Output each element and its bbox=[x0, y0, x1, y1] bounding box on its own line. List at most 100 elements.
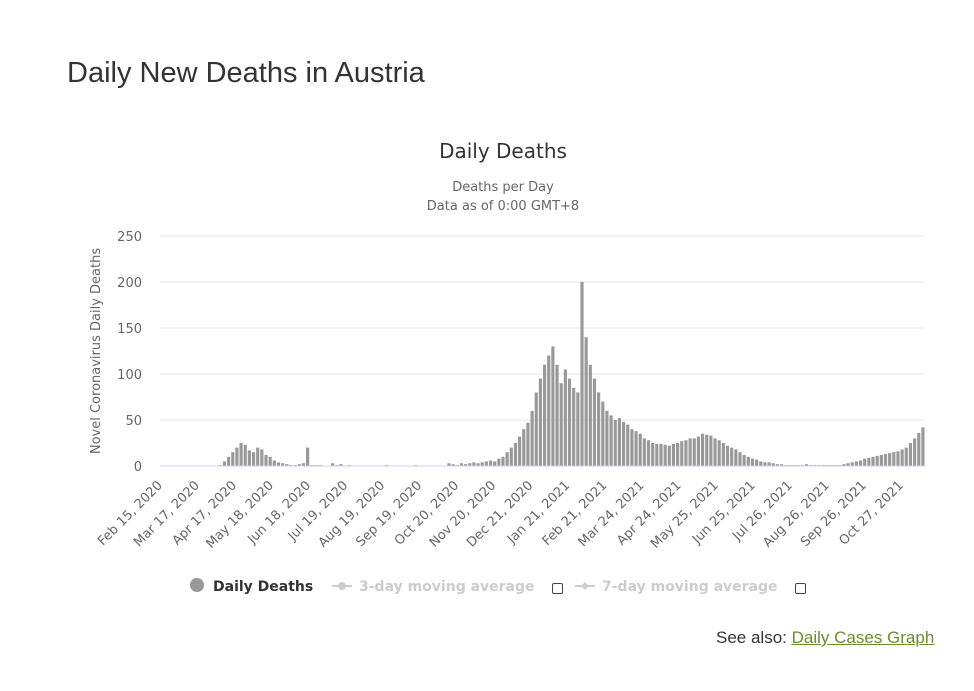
bar bbox=[522, 429, 526, 466]
bar bbox=[676, 443, 680, 466]
bar bbox=[717, 440, 721, 466]
bar bbox=[921, 427, 925, 466]
bar bbox=[734, 449, 738, 466]
bar bbox=[680, 441, 684, 466]
bar bbox=[584, 337, 588, 466]
x-tick-label: Feb 21, 2021 bbox=[540, 478, 611, 549]
bar bbox=[243, 444, 247, 466]
bar bbox=[547, 355, 551, 466]
bar bbox=[638, 433, 642, 466]
bar bbox=[626, 424, 630, 466]
bar bbox=[763, 462, 767, 466]
bar bbox=[592, 378, 597, 466]
y-gridlines bbox=[160, 235, 925, 421]
bar bbox=[730, 447, 734, 466]
bar bbox=[605, 410, 609, 466]
bar bbox=[330, 463, 335, 466]
bar bbox=[472, 462, 476, 466]
bar bbox=[858, 460, 863, 466]
x-tick-label: Apr 17, 2020 bbox=[170, 478, 240, 548]
bar bbox=[459, 463, 464, 466]
bar bbox=[725, 445, 730, 466]
bar bbox=[601, 401, 605, 466]
bar bbox=[268, 456, 272, 466]
legend-item-7-day-average[interactable]: 7-day moving average bbox=[575, 579, 778, 595]
bar bbox=[497, 458, 501, 466]
bar bbox=[260, 449, 264, 466]
bar bbox=[721, 443, 725, 466]
bar bbox=[505, 452, 509, 466]
bar bbox=[867, 457, 871, 466]
bar bbox=[904, 447, 908, 466]
bar bbox=[713, 438, 717, 466]
bar bbox=[854, 461, 858, 466]
daily-cases-graph-link[interactable]: Daily Cases Graph bbox=[791, 628, 935, 647]
bar bbox=[671, 443, 676, 466]
bar bbox=[227, 456, 231, 466]
bar-series-daily-deaths bbox=[218, 282, 925, 466]
bar bbox=[804, 464, 809, 466]
bar bbox=[588, 364, 592, 466]
bar bbox=[559, 383, 563, 466]
bar bbox=[576, 392, 580, 466]
bar bbox=[297, 464, 301, 466]
legend-label-7-day: 7-day moving average bbox=[602, 579, 778, 595]
bar bbox=[767, 462, 771, 466]
bar bbox=[771, 463, 775, 466]
bar bbox=[285, 464, 289, 466]
bar bbox=[779, 464, 784, 466]
bar bbox=[879, 454, 883, 466]
bar bbox=[738, 452, 742, 466]
bar bbox=[746, 456, 750, 466]
bar bbox=[705, 434, 709, 466]
bar bbox=[621, 421, 626, 466]
bar bbox=[709, 435, 713, 466]
chart-title: Daily Deaths bbox=[439, 139, 567, 163]
legend-marker-7-day bbox=[581, 582, 589, 590]
bar bbox=[509, 447, 513, 466]
bar bbox=[742, 454, 746, 466]
bar bbox=[480, 462, 484, 466]
bar bbox=[476, 463, 480, 466]
bar bbox=[888, 453, 892, 466]
bar bbox=[688, 438, 692, 466]
bar bbox=[842, 464, 846, 466]
bar bbox=[634, 431, 638, 466]
bar bbox=[239, 443, 243, 466]
bar bbox=[339, 464, 343, 466]
bar bbox=[900, 449, 904, 466]
legend-label-daily-deaths: Daily Deaths bbox=[213, 579, 313, 595]
bar bbox=[871, 456, 875, 466]
bar bbox=[247, 450, 251, 466]
bar bbox=[651, 443, 655, 466]
legend-item-daily-deaths[interactable]: Daily Deaths bbox=[190, 578, 313, 595]
checkbox-7-day-average[interactable] bbox=[795, 583, 806, 594]
see-also: See also: Daily Cases Graph bbox=[716, 628, 934, 648]
bar bbox=[684, 440, 688, 466]
bar bbox=[551, 346, 555, 466]
bar bbox=[555, 364, 559, 466]
bar bbox=[306, 447, 310, 466]
y-tick-label: 50 bbox=[125, 414, 142, 429]
checkbox-3-day-average[interactable] bbox=[552, 583, 563, 594]
bar bbox=[488, 460, 493, 466]
bar bbox=[646, 440, 651, 466]
bar bbox=[659, 443, 663, 466]
bar bbox=[883, 454, 888, 466]
x-tick-label: Oct 27, 2021 bbox=[836, 478, 906, 548]
bar bbox=[464, 464, 468, 466]
bar bbox=[235, 447, 239, 466]
bar bbox=[468, 463, 472, 466]
legend-symbol-daily-deaths bbox=[190, 578, 204, 592]
legend-label-3-day: 3-day moving average bbox=[359, 579, 535, 595]
bar bbox=[572, 387, 576, 466]
y-tick-labels: 0 50 100 150 200 250 bbox=[117, 230, 142, 475]
bar bbox=[493, 461, 497, 466]
bar bbox=[617, 418, 621, 466]
bar bbox=[222, 461, 227, 466]
legend-item-3-day-average[interactable]: 3-day moving average bbox=[332, 579, 535, 595]
bar bbox=[863, 458, 867, 466]
chart-subtitle-line-1: Deaths per Day bbox=[452, 180, 554, 195]
bar bbox=[264, 454, 268, 466]
bar bbox=[281, 463, 285, 466]
